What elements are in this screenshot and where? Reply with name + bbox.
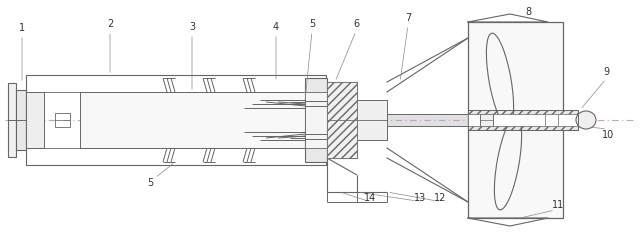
Bar [468,22,563,218]
Text: 2: 2 [107,19,113,29]
Bar [26,92,44,148]
Text: 10: 10 [602,130,614,140]
Bar [305,92,327,148]
Bar [468,110,578,130]
Bar [327,82,357,120]
Text: 4: 4 [273,22,279,32]
Bar [305,78,327,162]
Text: 8: 8 [525,7,531,17]
Text: 9: 9 [603,67,609,77]
Text: 5: 5 [147,178,153,188]
Bar [327,82,357,158]
Text: 14: 14 [364,193,376,203]
Text: 1: 1 [19,23,25,33]
Bar [16,90,26,150]
Ellipse shape [576,111,596,129]
Text: 5: 5 [309,19,315,29]
Text: 3: 3 [189,22,195,32]
Text: 13: 13 [414,193,426,203]
Bar [80,92,305,148]
Bar [480,114,493,126]
Bar [26,75,326,165]
Text: 7: 7 [405,13,411,23]
Text: 12: 12 [434,193,446,203]
Bar [357,100,387,140]
Bar [8,83,16,157]
Text: 11: 11 [552,200,564,210]
Bar [327,120,357,158]
Bar [305,114,500,126]
Bar [468,110,578,130]
Text: 6: 6 [353,19,359,29]
Bar [55,113,70,127]
Bar [468,114,578,126]
